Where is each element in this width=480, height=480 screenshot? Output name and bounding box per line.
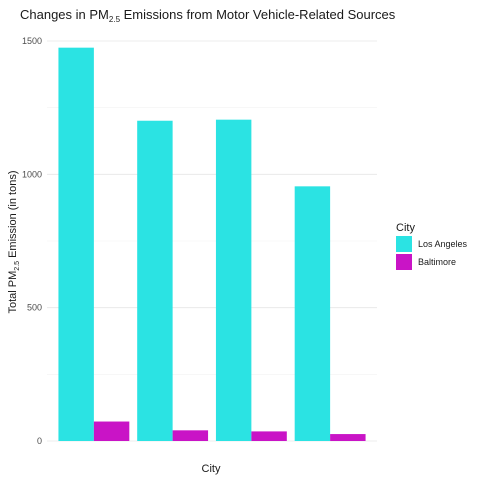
y-tick-label: 500 xyxy=(27,303,42,313)
bar-los-angeles xyxy=(137,120,173,441)
y-tick-label: 1000 xyxy=(22,169,42,179)
bar-baltimore xyxy=(93,421,130,441)
bar-los-angeles xyxy=(215,119,252,442)
bar-baltimore xyxy=(172,430,209,441)
legend-swatch xyxy=(396,236,412,252)
legend-label: Baltimore xyxy=(418,257,456,267)
y-tick-label: 1500 xyxy=(22,36,42,46)
y-axis-label: Total PM2.5 Emission (in tons) xyxy=(7,170,21,313)
legend-title: City xyxy=(396,222,415,234)
legend-label: Los Angeles xyxy=(418,239,468,249)
chart-title: Changes in PM2.5 Emissions from Motor Ve… xyxy=(20,7,396,24)
bars xyxy=(58,47,366,442)
bar-los-angeles xyxy=(58,47,94,442)
bar-baltimore xyxy=(251,431,287,441)
bar-baltimore xyxy=(330,434,366,441)
y-tick-label: 0 xyxy=(37,436,42,446)
legend: City Los Angeles Baltimore xyxy=(396,222,468,270)
bar-los-angeles xyxy=(294,186,331,441)
legend-swatch xyxy=(396,254,412,270)
y-axis-ticks: 0 500 1000 1500 xyxy=(22,36,42,446)
x-axis-label: City xyxy=(202,463,221,475)
